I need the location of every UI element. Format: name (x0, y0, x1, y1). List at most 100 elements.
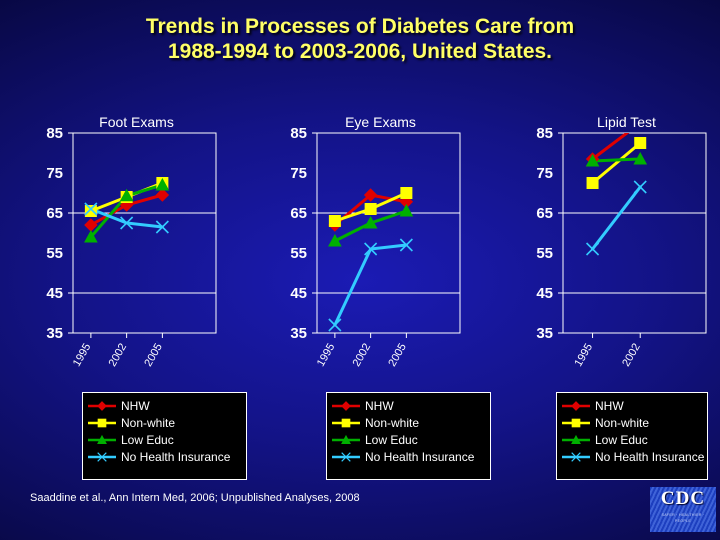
data-point-square (586, 177, 599, 189)
series-line-no-health-insurance (333, 243, 408, 327)
y-tick-label: 85 (290, 125, 307, 142)
data-point-square (328, 215, 341, 227)
plot-series-group (328, 187, 414, 332)
series-line-nhw (591, 133, 630, 161)
legend-label: No Health Insurance (121, 449, 231, 464)
legend-item-no-health-insurance: No Health Insurance (331, 448, 485, 465)
data-point-diamond (155, 188, 170, 202)
data-point-square (97, 418, 107, 427)
legend-swatch-square-icon (562, 418, 590, 427)
series-line-low-educ (591, 157, 642, 163)
legend-swatch-diamond-icon (88, 400, 116, 411)
marker-diamond (341, 400, 351, 411)
data-point-triangle (328, 233, 342, 247)
data-point-cross (120, 216, 134, 230)
x-tick-label: 1995 (71, 342, 94, 369)
x-tick-label: 2002 (351, 342, 374, 369)
marker-cross (633, 180, 647, 194)
marker-diamond (571, 400, 581, 411)
y-tick-label: 35 (46, 325, 63, 342)
marker-cross (399, 238, 413, 252)
data-point-square (400, 187, 413, 199)
series-line-non-white (591, 141, 642, 185)
marker-cross (155, 220, 169, 234)
marker-triangle (399, 203, 414, 217)
legend-swatch-square-icon (88, 418, 116, 427)
legend-swatch-cross-icon (562, 451, 590, 462)
cdc-logo-tagline-2: PEOPLE (674, 519, 692, 523)
marker-cross (585, 242, 600, 256)
legend-label: No Health Insurance (365, 449, 475, 464)
data-point-cross (585, 242, 600, 256)
title-line-1: Trends in Processes of Diabetes Care fro… (145, 15, 575, 38)
marker-diamond (363, 188, 378, 202)
legend-item-low-educ: Low Educ (561, 431, 702, 448)
marker-triangle (571, 434, 581, 444)
data-point-cross (84, 202, 98, 216)
y-tick-label: 55 (46, 245, 63, 262)
legend-swatch-diamond-icon (332, 400, 360, 411)
plot-series-group (84, 177, 170, 243)
marker-square (400, 187, 413, 199)
y-tick-label: 45 (536, 285, 553, 302)
data-point-triangle (399, 203, 414, 217)
x-tick-label: 1995 (573, 342, 596, 369)
legend-item-low-educ: Low Educ (331, 431, 485, 448)
marker-square (586, 177, 599, 189)
data-point-triangle (363, 215, 378, 229)
x-tick-label: 2002 (620, 342, 643, 369)
plot-frame (316, 132, 461, 334)
legend-swatch-triangle-icon (562, 434, 590, 444)
plot-series-group (585, 133, 648, 256)
chart-panel-foot-exams: Foot Exams 85 75 65 55 45 35 1995 2002 2005 (22, 105, 222, 380)
y-tick-label: 75 (46, 165, 63, 182)
chart-legend-lipid-test: NHW Non-white Low Educ No Health Insurance (556, 392, 708, 480)
data-point-cross (97, 451, 107, 462)
marker-square (571, 418, 581, 427)
data-point-diamond (97, 400, 107, 411)
y-tick-label: 75 (536, 165, 553, 182)
marker-cross (97, 451, 107, 462)
cdc-logo-letters: CDC (660, 488, 706, 509)
legend-swatch-cross-icon (332, 451, 360, 462)
data-point-square (84, 205, 97, 217)
legend-label: NHW (121, 398, 150, 413)
marker-diamond (97, 400, 107, 411)
data-point-triangle (155, 177, 170, 191)
marker-triangle (341, 434, 351, 444)
marker-triangle (97, 434, 107, 444)
legend-label: Low Educ (365, 432, 418, 447)
data-point-cross (328, 318, 342, 332)
legend-label: NHW (595, 398, 624, 413)
legend-item-low-educ: Low Educ (87, 431, 241, 448)
legend-item-non-white: Non-white (331, 414, 485, 431)
legend-item-nhw: NHW (561, 397, 702, 414)
marker-triangle (155, 177, 170, 191)
marker-square (97, 418, 107, 427)
page-title: Trends in Processes of Diabetes Care fro… (0, 14, 720, 64)
data-point-triangle (119, 188, 134, 202)
legend-label: Low Educ (121, 432, 174, 447)
legend-label: Low Educ (595, 432, 648, 447)
chart-lipid-test: Lipid Test 85 75 65 55 45 35 1995 2002 (536, 114, 707, 369)
y-tick-label: 85 (46, 125, 63, 142)
chart-panel-eye-exams: Eye Exams 85 75 65 55 45 35 1995 2002 2005 (266, 105, 466, 380)
chart-foot-exams: Foot Exams 85 75 65 55 45 35 1995 2002 2005 (46, 114, 217, 369)
y-tick-label: 35 (536, 325, 553, 342)
citation-text: Saaddine et al., Ann Intern Med, 2006; U… (30, 492, 360, 504)
y-tick-label: 35 (290, 325, 307, 342)
y-tick-label: 45 (46, 285, 63, 302)
data-point-square (571, 418, 581, 427)
marker-triangle (84, 229, 98, 243)
data-point-triangle (585, 153, 600, 167)
legend-swatch-square-icon (332, 418, 360, 427)
title-line-2: 1988-1994 to 2003-2006, United States. (167, 40, 553, 63)
marker-triangle (363, 215, 378, 229)
chart-title: Foot Exams (99, 114, 174, 130)
marker-triangle (633, 151, 648, 165)
data-point-triangle (97, 434, 107, 444)
chart-title: Eye Exams (345, 114, 416, 130)
data-point-cross (399, 238, 413, 252)
data-point-cross (633, 180, 647, 194)
